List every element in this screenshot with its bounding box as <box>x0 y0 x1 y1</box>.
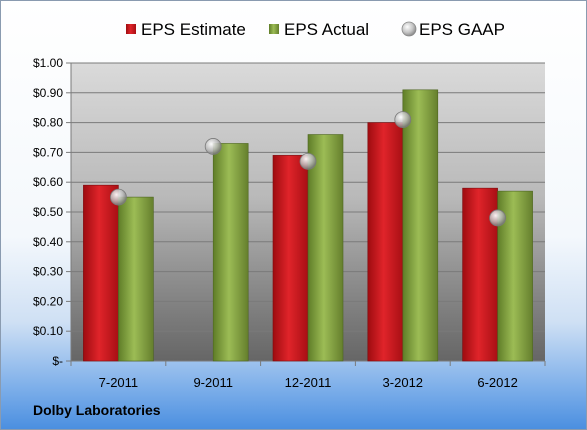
bar-eps-estimate <box>272 155 309 362</box>
marker-eps-gaap <box>394 111 412 129</box>
legend-label: EPS GAAP <box>419 20 505 39</box>
x-tick-label: 9-2011 <box>193 375 233 390</box>
company-label: Dolby Laboratories <box>33 402 161 418</box>
legend-swatch <box>269 24 279 34</box>
marker-eps-gaap <box>299 152 317 170</box>
y-tick-label: $- <box>52 354 63 368</box>
y-tick-label: $0.30 <box>33 265 63 279</box>
bar-eps-actual <box>118 196 154 362</box>
y-tick-label: $1.00 <box>33 56 63 70</box>
x-tick-label: 3-2012 <box>383 375 423 390</box>
y-tick-label: $0.60 <box>33 175 63 189</box>
x-tick-label: 7-2011 <box>99 375 139 390</box>
x-tick-label: 12-2011 <box>285 375 332 390</box>
marker-eps-gaap <box>204 138 222 155</box>
y-tick-label: $0.40 <box>33 235 63 249</box>
x-tick-label: 6-2012 <box>477 375 517 390</box>
legend-swatch <box>401 21 417 37</box>
bar-eps-estimate <box>83 184 119 362</box>
bar-eps-actual <box>307 134 344 362</box>
legend-eps-estimate: EPS Estimate <box>126 20 246 39</box>
bar-eps-actual <box>212 143 249 362</box>
legend-label: EPS Actual <box>284 20 369 39</box>
y-tick-label: $0.20 <box>33 294 63 308</box>
legend-swatch <box>126 24 136 34</box>
y-tick-label: $0.90 <box>33 86 63 100</box>
y-tick-label: $0.80 <box>33 116 63 130</box>
y-tick-label: $0.50 <box>33 205 63 219</box>
marker-eps-gaap <box>110 188 127 206</box>
marker-eps-gaap <box>489 209 507 227</box>
y-tick-label: $0.10 <box>33 324 63 338</box>
legend-eps-actual: EPS Actual <box>269 20 369 39</box>
legend-eps-gaap: EPS GAAP <box>401 20 505 39</box>
legend-label: EPS Estimate <box>141 20 246 39</box>
bar-eps-estimate <box>367 122 404 362</box>
y-tick-label: $0.70 <box>33 145 63 159</box>
bar-eps-actual <box>402 89 439 362</box>
